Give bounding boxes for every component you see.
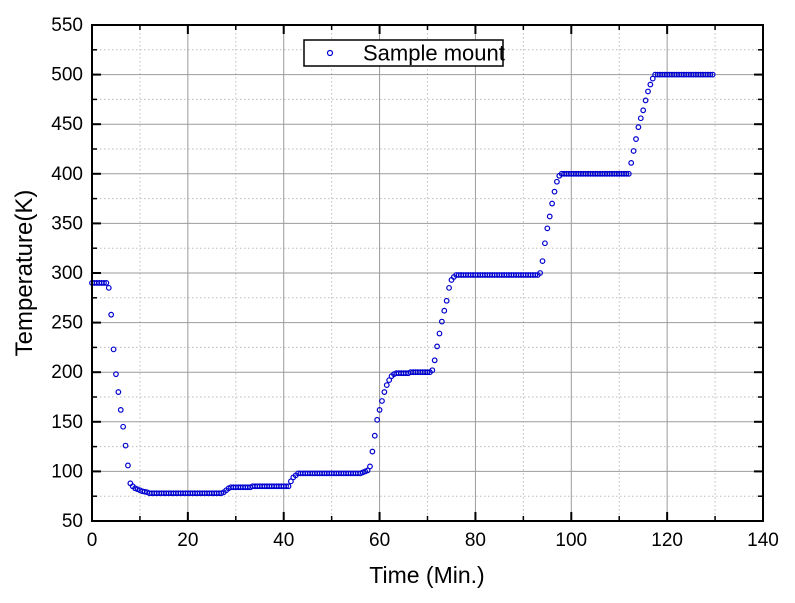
y-tick-label: 350 (51, 213, 83, 234)
data-point (647, 81, 654, 88)
data-point (367, 463, 373, 470)
data-point (120, 423, 127, 430)
data-point (443, 297, 450, 304)
x-tick-label: 20 (177, 530, 198, 551)
data-point (436, 330, 443, 337)
data-point (441, 307, 448, 314)
data-point (117, 406, 124, 413)
data-point (431, 357, 438, 364)
legend-marker-icon (326, 49, 334, 57)
tick-labels: 0 20 40 60 80 100 120 140 50 100 150 200 250 300 350 40… (51, 15, 779, 551)
data-point (374, 416, 381, 423)
data-point (383, 382, 390, 388)
data-point (537, 270, 544, 276)
y-tick-label: 50 (62, 511, 83, 532)
x-tick-label: 100 (555, 530, 587, 551)
y-tick-label: 550 (51, 15, 83, 36)
legend-box (303, 39, 504, 67)
data-point (424, 369, 431, 376)
data-point (101, 280, 107, 286)
data-point (438, 318, 445, 325)
y-tick-label: 450 (51, 114, 83, 135)
data-point (108, 311, 115, 318)
x-tick-label: 0 (87, 530, 98, 551)
data-point (539, 258, 546, 264)
y-tick-label: 500 (51, 65, 83, 86)
x-tick-label: 140 (747, 530, 779, 551)
data-point (625, 170, 632, 177)
legend: Sample mount (303, 39, 505, 67)
data-point (113, 371, 119, 378)
data-point (542, 240, 548, 247)
data-point (376, 406, 383, 413)
data-point (381, 389, 388, 395)
data-point (115, 389, 122, 395)
data-point (283, 483, 290, 490)
data-point (288, 478, 294, 485)
x-axis-title: Time (Min.) (369, 562, 484, 588)
data-point (549, 200, 556, 207)
data-point (446, 284, 452, 291)
data-point (110, 346, 117, 353)
x-tick-label: 120 (651, 530, 683, 551)
data-point (707, 71, 714, 78)
data-point (635, 124, 642, 131)
data-point (122, 442, 129, 449)
data-point (637, 115, 644, 122)
data-point (369, 448, 376, 455)
y-tick-label: 100 (51, 461, 83, 482)
x-tick-label: 40 (273, 530, 294, 551)
data-point (633, 136, 639, 142)
y-tick-label: 200 (51, 362, 83, 383)
data-point (141, 488, 148, 495)
data-point (630, 148, 637, 154)
data-point (364, 467, 371, 474)
data-point (434, 343, 440, 350)
data-point (642, 97, 649, 104)
data-point (554, 178, 560, 185)
y-tick-label: 150 (51, 412, 83, 433)
data-point (429, 367, 436, 374)
data-point (551, 188, 558, 195)
y-tick-label: 300 (51, 263, 83, 284)
data-point (640, 107, 647, 114)
x-tick-label: 60 (369, 530, 390, 551)
data-series-sample-mount (89, 71, 716, 497)
data-point (379, 398, 385, 404)
x-tick-label: 80 (465, 530, 486, 551)
y-axis-title: Temperature(K) (11, 190, 38, 357)
tick-marks (91, 24, 764, 522)
data-point (628, 159, 635, 166)
data-point (623, 170, 630, 177)
data-point (103, 280, 110, 286)
data-point (371, 432, 378, 439)
data-point (532, 272, 539, 278)
data-point (105, 284, 112, 291)
data-point (645, 88, 651, 95)
data-point (546, 213, 553, 220)
data-point (709, 71, 716, 78)
y-tick-label: 250 (51, 313, 83, 334)
y-tick-label: 400 (51, 164, 83, 185)
data-point (649, 75, 656, 82)
legend-label: Sample mount (363, 41, 505, 66)
data-point (544, 225, 551, 232)
data-point (386, 377, 393, 384)
data-point (125, 462, 131, 469)
grid-major (92, 25, 763, 521)
data-point (285, 483, 292, 490)
